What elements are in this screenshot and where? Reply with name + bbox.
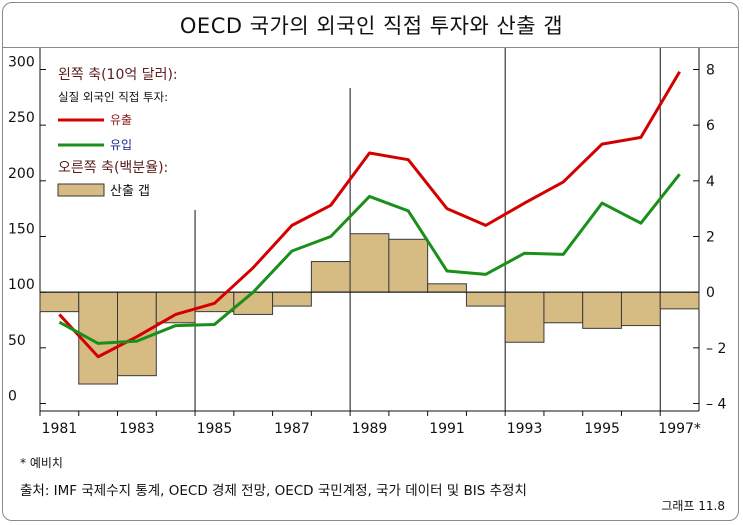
legend-right-axis-title: 오른쪽 축(백분율): [58,160,168,176]
output-gap-bar [543,291,584,324]
output-gap-bar [310,261,351,293]
x-tick-label: 1983 [119,421,155,437]
x-tick-label: 1991 [429,421,465,437]
legend-real-fdi-title: 실질 외국인 직접 투자: [58,90,168,104]
x-tick-label: 1989 [352,421,388,437]
figure-label: 그래프 11.8 [661,499,725,513]
output-gap-bar [659,291,700,310]
output-gap-bar [620,291,661,327]
left-axis-ticks: 0 50 100 150 200 250 300 [8,55,46,405]
footnote: * 예비치 [20,456,63,470]
x-tick-label: 1985 [197,421,233,437]
x-tick-label: 1995 [584,421,620,437]
legend-left-axis-title: 왼쪽 축(10억 달러): [58,67,178,83]
right-tick-label: 2 [706,230,715,246]
left-tick-label: 150 [8,222,35,238]
right-tick-label: 4 [706,174,715,190]
left-tick-label: 0 [8,389,17,405]
legend-outflow-label: 유출 [110,113,132,127]
output-gap-bar [39,291,80,313]
output-gap-bar [78,291,119,385]
right-tick-label: – 2 [706,341,726,357]
legend-gap-swatch [57,183,105,197]
right-tick-label: 0 [706,285,715,301]
output-gap-bar [504,291,545,343]
left-tick-label: 100 [8,277,35,293]
x-tick-label: 1993 [507,421,543,437]
x-axis-ticks: 1981 1983 1985 1987 1989 1991 1993 1995 1997* [39,411,701,437]
output-gap-bar [117,291,157,377]
left-tick-label: 300 [8,55,35,71]
legend-gap-label: 산출 갭 [110,184,150,199]
source-note: 출처: IMF 국제수지 통계, OECD 경제 전망, OECD 국민계정, … [20,483,527,499]
chart-title: OECD 국가의 외국인 직접 투자와 산출 갭 [179,14,564,38]
output-gap-bar [272,291,312,307]
output-gap-bar [155,291,196,324]
right-tick-label: – 4 [706,397,726,413]
fdi-lines [58,70,681,359]
outflow-line [58,70,681,359]
output-gap-bar [388,238,429,293]
output-gap-bar [349,233,390,293]
x-tick-label: 1981 [42,421,78,437]
legend-inflow-label: 유입 [110,138,132,152]
left-tick-label: 250 [8,110,35,126]
left-tick-label: 50 [8,333,26,349]
right-tick-label: 8 [706,63,715,79]
title-divider [2,47,739,48]
x-tick-label: 1997* [658,421,701,437]
right-axis-ticks: – 4 – 2 0 2 4 6 8 [693,63,726,413]
legend: 왼쪽 축(10억 달러): 실질 외국인 직접 투자: 유출 유입 오른쪽 축(… [48,60,230,210]
output-gap-bar [582,291,622,329]
output-gap-bar [427,283,467,293]
inflow-line [58,173,681,345]
left-tick-label: 200 [8,166,35,182]
output-gap-bars [39,233,700,385]
right-tick-label: 6 [706,118,715,134]
vertical-reference-lines [194,48,661,411]
output-gap-bar [465,291,506,307]
x-tick-label: 1987 [274,421,310,437]
